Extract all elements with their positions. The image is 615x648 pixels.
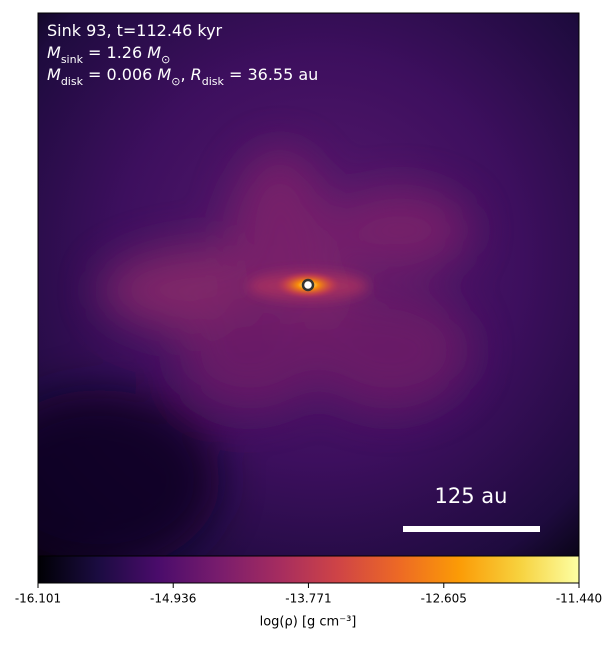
annotation-part: R xyxy=(191,65,202,84)
annotation-part: = 1.26 xyxy=(83,43,147,62)
colorbar-label: log(ρ) [g cm⁻³] xyxy=(260,615,357,630)
annotation-part: disk xyxy=(202,75,225,88)
density-image xyxy=(38,13,579,556)
scale-bar-label: 125 au xyxy=(435,484,508,508)
annotation-part: , xyxy=(180,65,190,84)
annotation-part: ⊙ xyxy=(171,75,180,88)
annotation: Mdisk = 0.006 M⊙, Rdisk = 36.55 au xyxy=(47,65,318,88)
scale-bar xyxy=(403,526,540,532)
annotation-part: = 36.55 au xyxy=(224,65,318,84)
annotation-part: Sink 93, t=112.46 kyr xyxy=(47,21,223,40)
annotation-part: M xyxy=(147,43,161,62)
colorbar-tick-label: -12.605 xyxy=(421,592,467,606)
sink-marker xyxy=(301,278,315,292)
colorbar-tick-label: -14.936 xyxy=(150,592,196,606)
annotation-part: M xyxy=(47,65,61,84)
colorbar-tick-label: -13.771 xyxy=(285,592,331,606)
annotation-part: M xyxy=(47,43,61,62)
colorbar xyxy=(37,555,580,584)
colorbar-tick-label: -16.101 xyxy=(15,592,61,606)
annotation: Msink = 1.26 M⊙ xyxy=(47,43,170,66)
annotation-part: sink xyxy=(61,53,84,66)
annotation-part: disk xyxy=(61,75,84,88)
annotation-part: M xyxy=(157,65,171,84)
colorbar-ticks: -16.101 -14.936 -13.771 -12.605 -11.440 xyxy=(15,583,602,606)
colorbar-tick-label: -11.440 xyxy=(556,592,602,606)
annotation: Sink 93, t=112.46 kyr xyxy=(47,21,223,40)
annotation-part: = 0.006 xyxy=(83,65,157,84)
annotation-part: ⊙ xyxy=(161,53,170,66)
